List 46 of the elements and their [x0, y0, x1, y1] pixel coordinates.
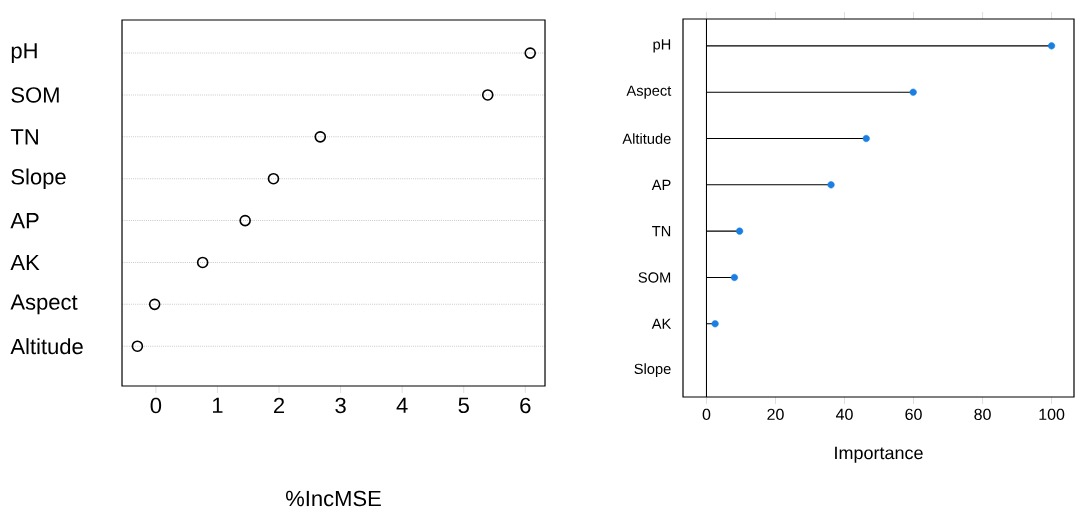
point	[524, 47, 537, 59]
point	[730, 273, 738, 282]
point	[481, 89, 494, 101]
x-axis-title: %IncMSE	[285, 490, 381, 507]
y-tick-label: AK	[10, 254, 40, 271]
x-tick-label: 20	[767, 408, 784, 421]
y-tick-label: Altitude	[10, 338, 83, 355]
x-tick-label: 4	[396, 397, 408, 413]
point	[909, 88, 917, 96]
x-tick-label: 100	[1039, 408, 1065, 421]
y-tick-label: Aspect	[10, 294, 78, 315]
y-tick-label: SOM	[11, 87, 59, 103]
y-tick-label: pH	[11, 43, 37, 63]
x-tick-label: 6	[520, 397, 531, 414]
x-tick-label: 3	[335, 397, 346, 414]
point	[827, 181, 835, 189]
point	[736, 227, 744, 235]
y-tick-label: Aspect	[626, 85, 672, 99]
x-tick-label: 0	[150, 397, 162, 414]
y-tick-label: SOM	[638, 272, 671, 283]
point	[131, 340, 144, 353]
x-tick-label: 40	[835, 408, 853, 421]
point	[314, 131, 327, 143]
y-tick-label: AK	[651, 318, 672, 329]
point	[862, 134, 870, 143]
point	[196, 256, 209, 269]
point	[267, 172, 280, 185]
x-tick-label: 0	[702, 408, 711, 421]
x-tick-label: 80	[974, 408, 991, 421]
point	[239, 214, 251, 227]
x-tick-label: 60	[905, 408, 922, 421]
y-tick-label: Slope	[11, 168, 66, 189]
point	[148, 298, 161, 311]
y-tick-label: Altitude	[622, 133, 671, 144]
x-tick-label: 5	[458, 397, 469, 414]
x-tick-label: 2	[274, 397, 285, 414]
y-tick-label: TN	[652, 226, 671, 237]
x-tick-label: 1	[213, 397, 223, 413]
point	[711, 320, 719, 328]
y-tick-label: AP	[10, 213, 39, 229]
y-tick-label: TN	[10, 129, 38, 145]
point	[1048, 42, 1056, 50]
y-tick-label: Slope	[634, 363, 671, 377]
x-axis-title: Importance	[835, 446, 923, 463]
y-tick-label: AP	[651, 179, 671, 190]
y-tick-label: pH	[653, 39, 671, 53]
